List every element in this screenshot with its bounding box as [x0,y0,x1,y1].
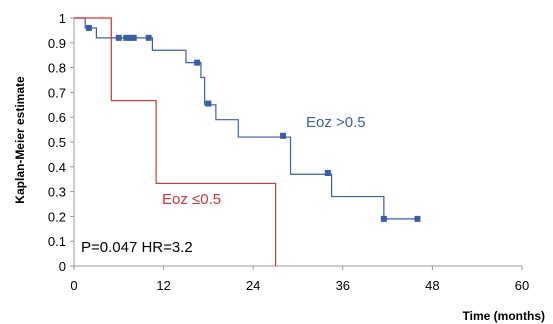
y-tick-label: 0.7 [48,85,66,100]
x-tick-label: 0 [70,278,77,293]
censor-mark [380,215,387,222]
y-tick-label: 0.8 [48,61,66,76]
series-line-1 [74,17,277,266]
censor-mark [115,34,122,41]
censor-mark [85,24,92,31]
p-value-annotation: P=0.047 HR=3.2 [81,239,193,256]
x-tick-label: 48 [425,278,439,293]
series-label-eoz-high: Eoz >0.5 [306,114,366,131]
x-tick-label: 24 [246,278,260,293]
y-axis-title: Kaplan-Meier estimate [13,76,27,204]
y-tick-label: 0.4 [48,160,66,175]
x-axis-title: Time (months) [463,309,545,323]
y-tick-label: 0.9 [48,36,66,51]
y-tick-label: 1 [59,11,66,26]
y-tick-label: 0 [59,259,66,274]
y-tick-label: 0.1 [48,234,66,249]
censor-mark [280,132,287,139]
x-tick-label: 36 [336,278,350,293]
y-tick-label: 0.5 [48,135,66,150]
axes [73,18,522,267]
y-tick-label: 0.6 [48,110,66,125]
censor-mark [205,100,212,107]
censor-mark [130,34,137,41]
y-tick-label: 0.3 [48,185,66,200]
series-layer [74,17,421,266]
x-tick-label: 12 [156,278,170,293]
y-ticks: 0 0.1 0.2 0.3 0.4 0.5 0.6 0.7 0.8 0.9 1 [48,11,74,274]
series-line-0 [74,17,418,220]
censor-mark [414,215,421,222]
censor-mark [145,34,152,41]
series-label-eoz-low: Eoz ≤0.5 [162,191,221,208]
x-ticks: 0 12 24 36 48 60 [70,266,529,293]
y-tick-label: 0.2 [48,209,66,224]
censor-mark [324,170,331,176]
x-tick-label: 60 [515,278,529,293]
censor-mark [123,34,130,41]
censor-mark [127,34,133,41]
censor-mark [194,59,201,66]
